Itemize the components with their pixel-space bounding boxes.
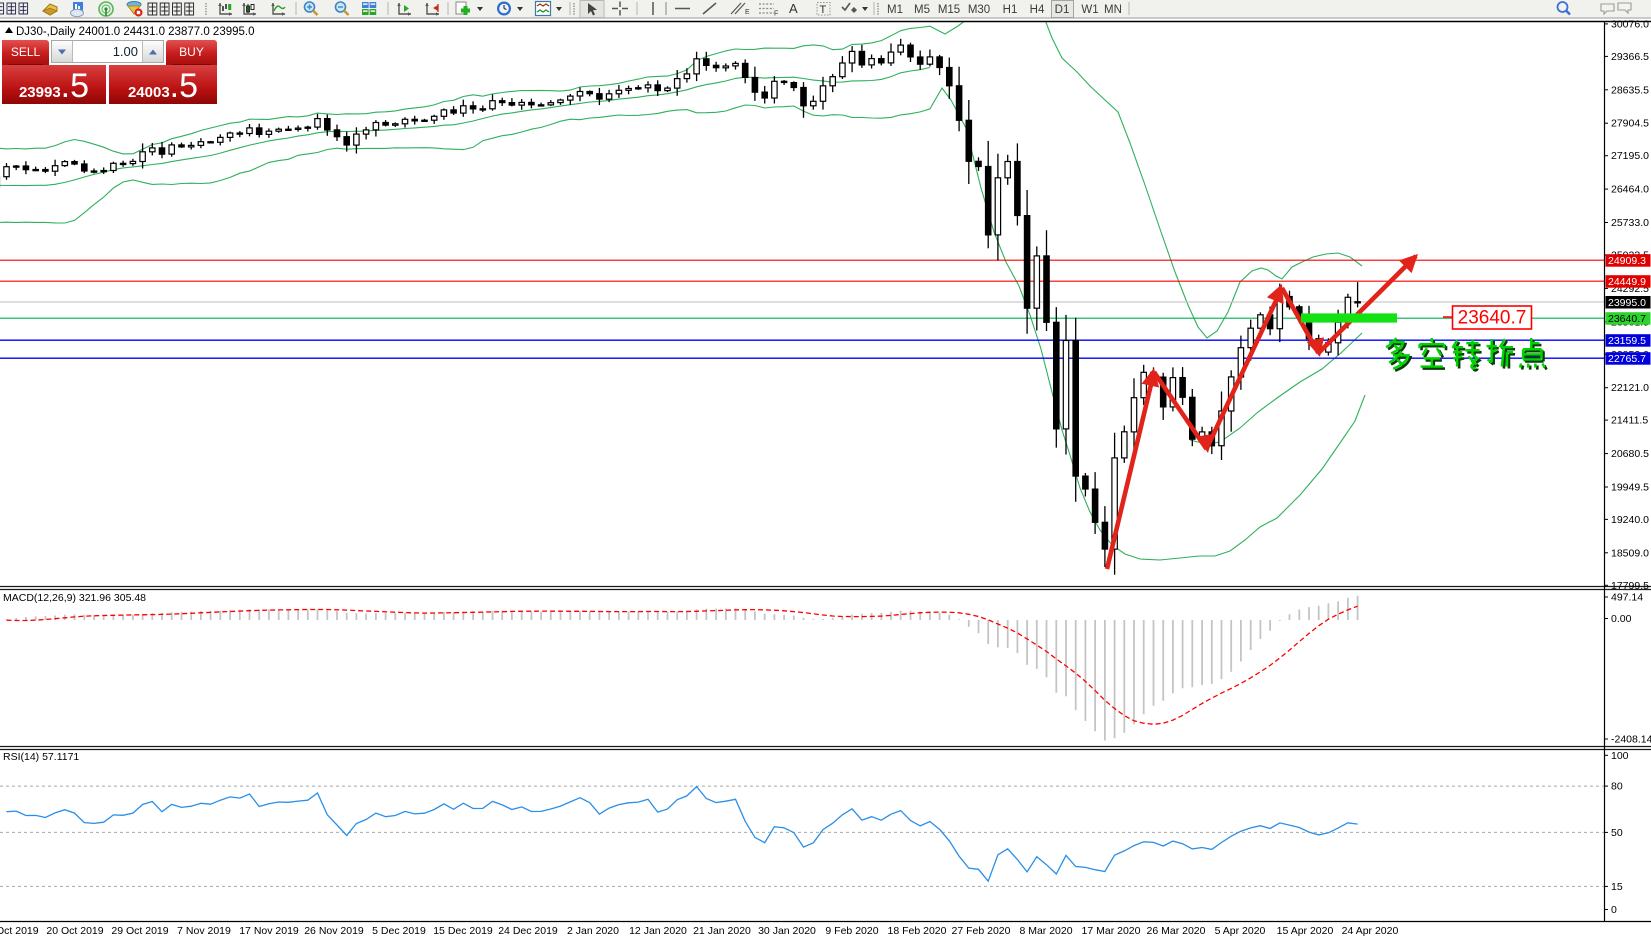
svg-text:10 Oct 2019: 10 Oct 2019 — [0, 925, 39, 937]
svg-text:29366.5: 29366.5 — [1611, 51, 1649, 63]
svg-text:23995.0: 23995.0 — [1608, 297, 1646, 309]
svg-text:24 Apr 2020: 24 Apr 2020 — [1342, 925, 1399, 937]
svg-text:W1: W1 — [1081, 4, 1098, 16]
svg-text:MN: MN — [1104, 4, 1122, 16]
svg-text:M15: M15 — [938, 4, 960, 16]
svg-text:15: 15 — [1611, 881, 1623, 893]
svg-text:26 Nov 2019: 26 Nov 2019 — [304, 925, 364, 937]
svg-text:A: A — [789, 1, 798, 16]
svg-text:27 Feb 2020: 27 Feb 2020 — [952, 925, 1011, 937]
svg-text:15 Dec 2019: 15 Dec 2019 — [433, 925, 493, 937]
svg-text:M30: M30 — [968, 4, 990, 16]
svg-text:23640.7: 23640.7 — [1458, 308, 1527, 329]
svg-text:30076.0: 30076.0 — [1611, 18, 1649, 30]
svg-text:15 Apr 2020: 15 Apr 2020 — [1277, 925, 1334, 937]
svg-text:23159.5: 23159.5 — [1608, 335, 1646, 347]
svg-text:DJ30-,Daily 24001.0 24431.0 2: DJ30-,Daily 24001.0 24431.0 23877.0 2399… — [16, 26, 255, 38]
svg-text:18 Feb 2020: 18 Feb 2020 — [888, 925, 947, 937]
svg-text:8 Mar 2020: 8 Mar 2020 — [1019, 925, 1072, 937]
svg-text:E: E — [745, 9, 750, 16]
svg-text:80: 80 — [1611, 781, 1623, 793]
svg-text:17 Nov 2019: 17 Nov 2019 — [239, 925, 299, 937]
svg-text:21411.5: 21411.5 — [1611, 415, 1648, 427]
svg-text:M1: M1 — [887, 4, 903, 16]
svg-text:497.14: 497.14 — [1611, 592, 1643, 604]
svg-text:22765.7: 22765.7 — [1608, 353, 1646, 365]
svg-text:20680.5: 20680.5 — [1611, 448, 1649, 460]
svg-text:29 Oct 2019: 29 Oct 2019 — [111, 925, 168, 937]
svg-text:9 Feb 2020: 9 Feb 2020 — [825, 925, 878, 937]
svg-text:12 Jan 2020: 12 Jan 2020 — [629, 925, 687, 937]
svg-text:30 Jan 2020: 30 Jan 2020 — [758, 925, 816, 937]
svg-text:RSI(14) 57.1171: RSI(14) 57.1171 — [3, 751, 79, 763]
svg-text:H1: H1 — [1003, 4, 1018, 16]
svg-text:100: 100 — [1611, 750, 1629, 762]
svg-text:T: T — [820, 4, 827, 16]
svg-text:24909.3: 24909.3 — [1608, 255, 1646, 267]
svg-text:M5: M5 — [914, 4, 930, 16]
svg-text:19240.0: 19240.0 — [1611, 514, 1649, 526]
svg-text:25733.0: 25733.0 — [1611, 217, 1649, 229]
svg-text:26 Mar 2020: 26 Mar 2020 — [1147, 925, 1206, 937]
svg-text:MACD(12,26,9) 321.96 305.48: MACD(12,26,9) 321.96 305.48 — [3, 592, 146, 604]
svg-text:5 Apr 2020: 5 Apr 2020 — [1215, 925, 1266, 937]
svg-text:D1: D1 — [1055, 4, 1070, 16]
svg-text:19949.5: 19949.5 — [1611, 482, 1649, 494]
svg-text:H4: H4 — [1030, 4, 1045, 16]
svg-text:17799.5: 17799.5 — [1611, 580, 1649, 592]
svg-text:23640.7: 23640.7 — [1608, 313, 1646, 325]
svg-text:24 Dec 2019: 24 Dec 2019 — [498, 925, 558, 937]
svg-text:50: 50 — [1611, 827, 1623, 839]
svg-text:26464.0: 26464.0 — [1611, 184, 1649, 196]
svg-text:7 Nov 2019: 7 Nov 2019 — [177, 925, 231, 937]
svg-text:5 Dec 2019: 5 Dec 2019 — [372, 925, 426, 937]
svg-text:21 Jan 2020: 21 Jan 2020 — [693, 925, 751, 937]
svg-text:28635.5: 28635.5 — [1611, 84, 1649, 96]
svg-text:0: 0 — [1611, 904, 1617, 916]
svg-text:F: F — [774, 11, 778, 18]
svg-text:24449.9: 24449.9 — [1608, 276, 1646, 288]
svg-text:2 Jan 2020: 2 Jan 2020 — [567, 925, 619, 937]
svg-text:-2408.14: -2408.14 — [1611, 734, 1651, 746]
svg-text:27904.5: 27904.5 — [1611, 118, 1649, 130]
svg-text:18509.0: 18509.0 — [1611, 547, 1649, 559]
svg-text:20 Oct 2019: 20 Oct 2019 — [46, 925, 103, 937]
svg-text:27195.0: 27195.0 — [1611, 150, 1649, 162]
svg-text:17 Mar 2020: 17 Mar 2020 — [1082, 925, 1141, 937]
svg-text:22121.0: 22121.0 — [1611, 382, 1649, 394]
svg-text:0.00: 0.00 — [1611, 613, 1632, 625]
